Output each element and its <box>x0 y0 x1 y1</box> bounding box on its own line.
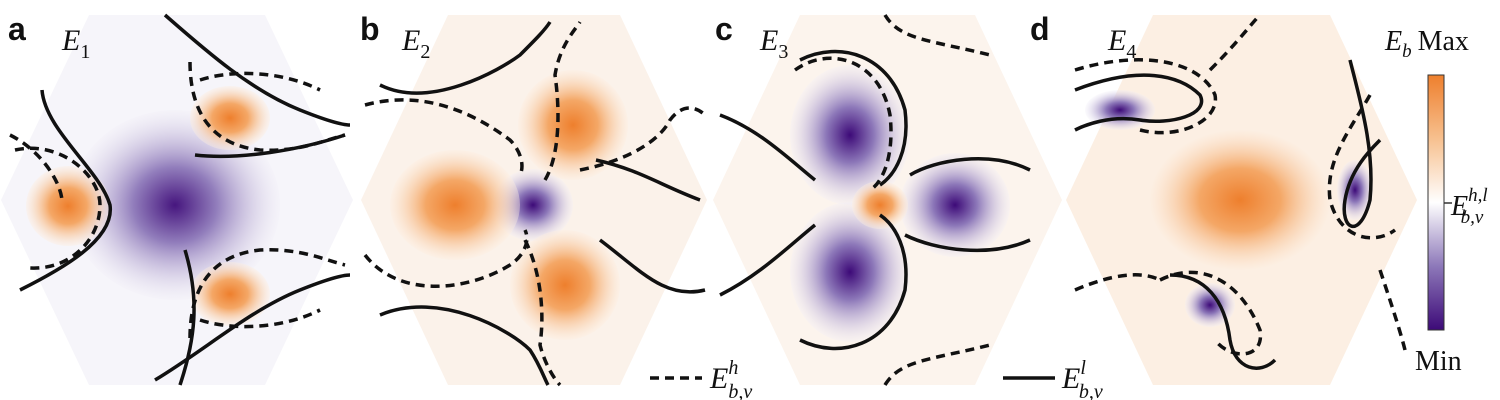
panel-a: a E1 <box>1 11 353 386</box>
legend-solid-label: El b,v <box>1061 357 1103 400</box>
colorbar-gradient <box>1427 74 1445 331</box>
colorbar-title: Eb Max <box>1384 26 1469 62</box>
colorbar-mid-label: Eh,l b,v <box>1450 185 1488 228</box>
panel-letter-a: a <box>8 11 26 47</box>
colorbar: Eb Max Eh,l b,v Min <box>1384 26 1488 377</box>
panel-title-d: E4 <box>1107 24 1136 63</box>
panel-d: d E4 <box>1030 11 1417 385</box>
panel-c: c E3 <box>713 11 1062 386</box>
colorbar-min-label: Min <box>1415 346 1462 377</box>
panel-title-c: E3 <box>759 24 788 63</box>
legend-dashed-label: Eh b,v <box>709 357 752 400</box>
panel-b: b E2 <box>360 11 707 387</box>
panel-title-b: E2 <box>401 24 430 63</box>
panel-letter-c: c <box>715 11 733 47</box>
panel-title-a: E1 <box>61 24 90 63</box>
panel-letter-b: b <box>360 11 380 47</box>
panel-letter-d: d <box>1030 11 1050 47</box>
legend: Eh b,v El b,v <box>650 357 1103 400</box>
